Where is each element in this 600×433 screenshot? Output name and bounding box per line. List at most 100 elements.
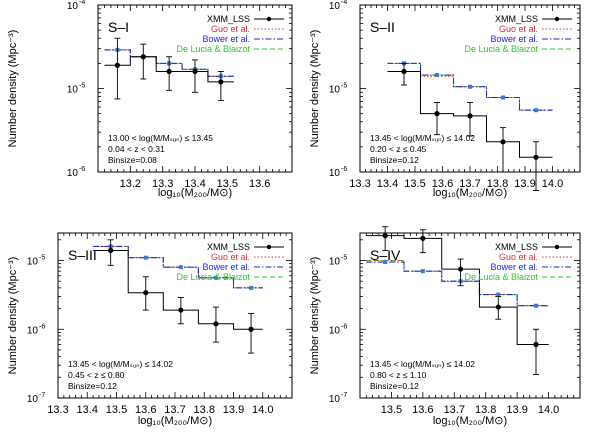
chart-panel-2: 13.3 13.4 13.5 13.6 13.7 13.8 13.9 14.010-610-5… (309, 0, 581, 199)
legend-label: De Lucia & Blaizot (464, 44, 538, 54)
selection-note: 13.00 < log(M/Mₛᵤₙ) ≤ 13.45 (108, 133, 213, 143)
xmm-data-point (467, 113, 473, 119)
y-tick-label: 10 (27, 394, 39, 405)
x-tick-label: 13.4 (184, 178, 205, 190)
legend-label: Bower et al. (490, 34, 538, 44)
panel-title: S–II (370, 19, 395, 35)
xmm-data-point (382, 233, 388, 239)
selection-note: Binsize=0.12 (370, 155, 419, 165)
xmm-data-point (434, 111, 440, 117)
legend-marker (554, 16, 560, 22)
series-bower-et-al-line (366, 261, 549, 307)
selection-note: Binsize=0.12 (68, 381, 117, 391)
y-tick-exponent: -7 (341, 392, 347, 399)
x-tick-label: 13.8 (194, 404, 215, 416)
bower-point-marker (178, 265, 183, 270)
bower-point-marker (383, 260, 388, 265)
legend-label: Bower et al. (202, 34, 250, 44)
y-tick-exponent: -6 (341, 323, 347, 330)
x-tick-label: 13.5 (217, 178, 238, 190)
selection-note: 0.45 < z ≤ 0.80 (68, 370, 125, 380)
xmm-data-point (108, 247, 114, 254)
x-axis-label: log₁₀(M₂₀₀/M⊙) (138, 415, 212, 427)
x-tick-label: 13.5 (404, 178, 425, 190)
x-tick-label: 14.0 (538, 404, 559, 416)
y-tick-exponent: -5 (79, 83, 85, 90)
selection-note: 13.45 < log(M/Mₛᵤₙ) ≤ 14.02 (68, 359, 173, 369)
y-tick-exponent: -5 (341, 83, 347, 90)
xmm-data-point (495, 304, 501, 310)
y-axis-label: Number density (Mpc⁻³) (309, 30, 321, 148)
y-tick-exponent: -5 (39, 255, 45, 262)
x-tick-label: 13.6 (432, 178, 453, 190)
legend-marker (554, 244, 560, 250)
x-tick-label: 13.8 (487, 178, 508, 190)
legend-label: XMM_LSS (495, 14, 538, 24)
xmm-data-point (192, 68, 198, 75)
xmm-data-point (248, 326, 254, 332)
bower-point-marker (420, 269, 425, 274)
y-tick-label: 10 (329, 168, 341, 179)
selection-note: 13.45 < log(M/Mₛᵤₙ) ≤ 14.02 (370, 133, 475, 143)
plot-frame (359, 232, 581, 399)
selection-note: 13.45 < log(M/Mₛᵤₙ) ≤ 14.02 (370, 359, 475, 369)
selection-note: 0.20 < z ≤ 0.45 (370, 144, 427, 154)
x-tick-label: 13.6 (412, 404, 433, 416)
legend-label: Bower et al. (490, 262, 538, 272)
x-tick-label: 13.8 (475, 404, 496, 416)
x-axis-label: log₁₀(M₂₀₀/M⊙) (433, 187, 507, 199)
chart-panel-3: 13.3 13.4 13.5 13.6 13.7 13.8 13.9 14.010-710-6… (7, 232, 293, 427)
bower-point-marker (496, 292, 501, 297)
legend-label: Guo et al. (211, 252, 250, 262)
legend-label: Guo et al. (499, 252, 538, 262)
x-tick-label: 13.4 (377, 178, 398, 190)
y-tick-label: 10 (27, 257, 39, 268)
y-tick-label: 10 (67, 168, 79, 179)
xmm-data-point (533, 154, 539, 160)
selection-note: Binsize=0.08 (108, 155, 157, 165)
xmm-data-point (178, 307, 184, 313)
chart-panel-4: 13.5 13.6 13.7 13.8 13.9 14.010-710-610 -5log₁… (309, 226, 581, 427)
x-tick-label: 13.3 (47, 404, 68, 416)
y-tick-label: 10 (329, 1, 341, 12)
x-tick-label: 14.0 (542, 178, 563, 190)
bower-point-marker (213, 275, 218, 280)
x-tick-label: 13.7 (444, 404, 465, 416)
y-tick-label: 10 (329, 325, 341, 336)
legend-label: De Lucia & Blaizot (176, 272, 250, 282)
xmm-data-point (143, 290, 149, 296)
x-tick-label: 13.5 (381, 404, 402, 416)
panel-title: S–I (108, 19, 129, 35)
legend-marker (266, 244, 272, 250)
y-tick-label: 10 (67, 1, 79, 12)
bower-point-marker (501, 95, 505, 100)
y-tick-label: 10 (329, 257, 341, 268)
xmm-data-point (218, 79, 224, 85)
y-tick-exponent: -6 (341, 166, 347, 173)
x-tick-label: 13.7 (459, 178, 480, 190)
xmm-data-point (140, 54, 146, 60)
y-axis-label: Number density (Mpc⁻³) (7, 30, 19, 148)
legend-marker (266, 16, 272, 22)
bower-point-marker (249, 285, 254, 290)
bower-point-marker (534, 303, 538, 308)
xmm-data-point (114, 62, 120, 68)
legend-label: Guo et al. (499, 24, 538, 34)
legend-label: Bower et al. (202, 262, 250, 272)
x-tick-label: 13.9 (514, 178, 535, 190)
x-tick-label: 13.3 (349, 178, 370, 190)
y-tick-exponent: -4 (79, 0, 85, 6)
x-tick-label: 13.4 (77, 404, 98, 416)
y-tick-label: 10 (329, 85, 341, 96)
x-tick-label: 13.7 (164, 404, 185, 416)
x-tick-label: 14.0 (252, 404, 273, 416)
panel-title: S–IV (370, 247, 401, 263)
legend-label: De Lucia & Blaizot (464, 272, 538, 282)
y-tick-exponent: -6 (39, 323, 45, 330)
panel-title: S–III (68, 247, 97, 263)
y-tick-label: 10 (67, 85, 79, 96)
legend-label: XMM_LSS (207, 242, 250, 252)
x-axis-label: log₁₀(M₂₀₀/M⊙) (158, 187, 232, 199)
xmm-data-point (166, 68, 172, 75)
